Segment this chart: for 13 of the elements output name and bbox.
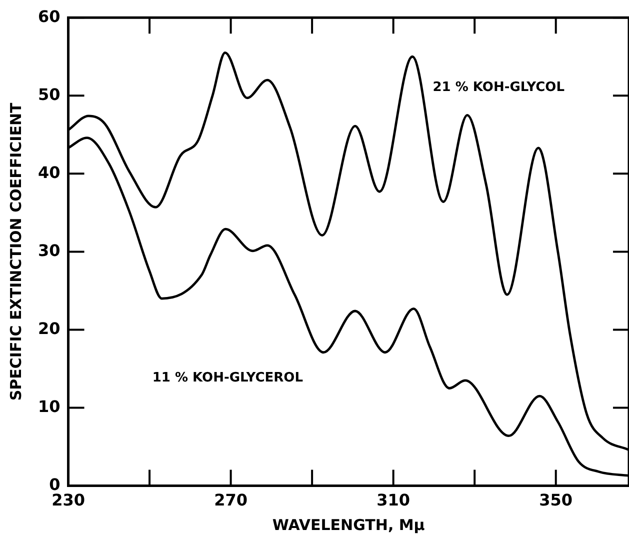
x-tick-label: 310 <box>376 490 410 510</box>
y-tick-label: 20 <box>38 318 60 338</box>
y-tick-label: 30 <box>38 240 60 260</box>
y-tick-label: 10 <box>38 396 60 416</box>
y-tick-label: 60 <box>38 6 60 26</box>
y-tick-label: 40 <box>38 162 60 182</box>
y-tick-label: 50 <box>38 84 60 104</box>
y-axis-title: SPECIFIC EXTINCTION COEFFICIENT <box>6 102 25 401</box>
series-label: 21 % KOH-GLYCOL <box>432 80 564 96</box>
x-tick-label: 270 <box>214 490 248 510</box>
x-tick-label: 350 <box>539 490 573 510</box>
text: 11 % KOH-GLYCEROL <box>152 370 304 386</box>
x-axis-title: WAVELENGTH, Mμ <box>272 516 425 534</box>
